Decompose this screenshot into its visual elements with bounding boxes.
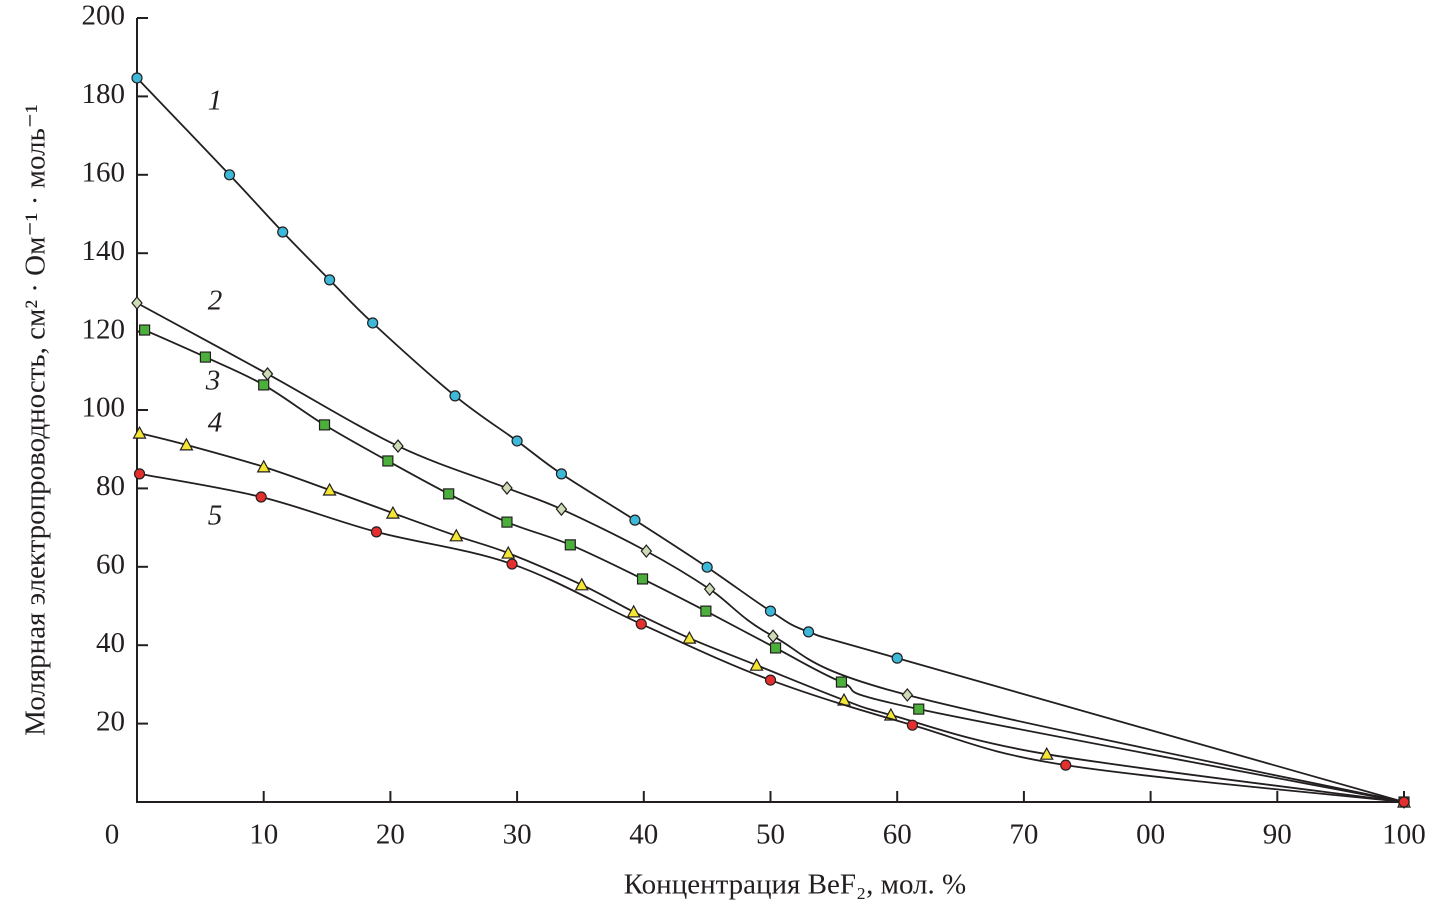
y-tick-label: 140 (82, 235, 126, 267)
marker (501, 481, 513, 495)
marker (261, 366, 274, 381)
marker (764, 674, 777, 686)
x-tick-label: 100 (1382, 819, 1426, 851)
y-tick-label: 100 (82, 392, 126, 424)
marker (139, 324, 151, 336)
marker (449, 528, 464, 542)
marker (629, 514, 641, 526)
marker (891, 652, 903, 664)
marker (700, 605, 712, 617)
marker (555, 468, 568, 480)
series-label: 1 (208, 85, 223, 117)
marker (635, 618, 647, 630)
x-tick-label: 20 (376, 819, 405, 851)
y-axis-label: Молярная электропроводность, см² · Ом⁻¹ … (20, 104, 52, 736)
marker (256, 459, 271, 473)
marker (764, 605, 777, 617)
series-label: 3 (205, 365, 221, 397)
marker (626, 604, 641, 618)
marker (1398, 796, 1410, 808)
marker (769, 642, 782, 654)
marker (501, 516, 513, 528)
marker (323, 274, 336, 286)
marker (767, 629, 779, 644)
marker (133, 468, 146, 480)
x-tick-label: 70 (1009, 819, 1038, 851)
marker (506, 558, 518, 570)
line (139, 432, 1405, 803)
marker (835, 676, 848, 688)
marker (318, 419, 331, 431)
series-label: 2 (208, 285, 223, 317)
marker (701, 561, 713, 573)
x-tick-label: 00 (1136, 819, 1165, 851)
x-tick-label: 30 (503, 819, 532, 851)
marker (449, 390, 461, 402)
marker (223, 169, 236, 181)
x-tick-label: 10 (249, 819, 278, 851)
marker (640, 544, 653, 559)
marker (501, 545, 516, 559)
marker (511, 435, 523, 447)
marker (913, 703, 925, 715)
series-label: 5 (208, 500, 223, 532)
y-tick-label: 120 (82, 313, 126, 345)
marker (258, 379, 270, 391)
marker (574, 577, 589, 591)
marker (367, 317, 379, 329)
y-tick-label: 200 (82, 0, 126, 32)
marker (370, 526, 383, 538)
marker (199, 351, 212, 363)
marker (255, 491, 267, 503)
marker (901, 688, 914, 702)
x-tick-label: 60 (883, 819, 912, 851)
x-tick-label: 40 (629, 819, 658, 851)
marker (682, 630, 697, 644)
line (136, 302, 1405, 803)
y-tick-label: 60 (96, 548, 125, 580)
x-axis-label: Концентрация BeF₂, мол. % (624, 869, 966, 901)
series-label: 4 (208, 407, 223, 439)
x-tick-label: 90 (1263, 819, 1292, 851)
y-tick-label: 160 (82, 156, 126, 188)
marker (277, 226, 289, 238)
y-tick-label: 80 (96, 470, 125, 502)
marker (555, 502, 568, 517)
marker (131, 296, 143, 310)
marker (564, 539, 576, 551)
line (144, 329, 1405, 803)
marker (1060, 759, 1072, 771)
marker (443, 488, 455, 500)
marker (906, 719, 919, 731)
marker (1039, 746, 1054, 760)
x-tick-label: 0 (105, 819, 120, 851)
marker (179, 437, 194, 451)
marker (802, 626, 815, 638)
marker (636, 573, 649, 585)
y-tick-label: 40 (96, 627, 125, 659)
marker (749, 657, 764, 671)
marker (382, 455, 394, 467)
marker (322, 482, 337, 496)
y-tick-label: 20 (96, 705, 125, 737)
marker (392, 439, 404, 454)
marker (703, 582, 716, 597)
line (136, 77, 1405, 803)
marker (131, 72, 143, 84)
marker (132, 425, 147, 439)
marker (385, 505, 400, 519)
y-tick-label: 180 (82, 78, 126, 110)
x-tick-label: 50 (756, 819, 785, 851)
